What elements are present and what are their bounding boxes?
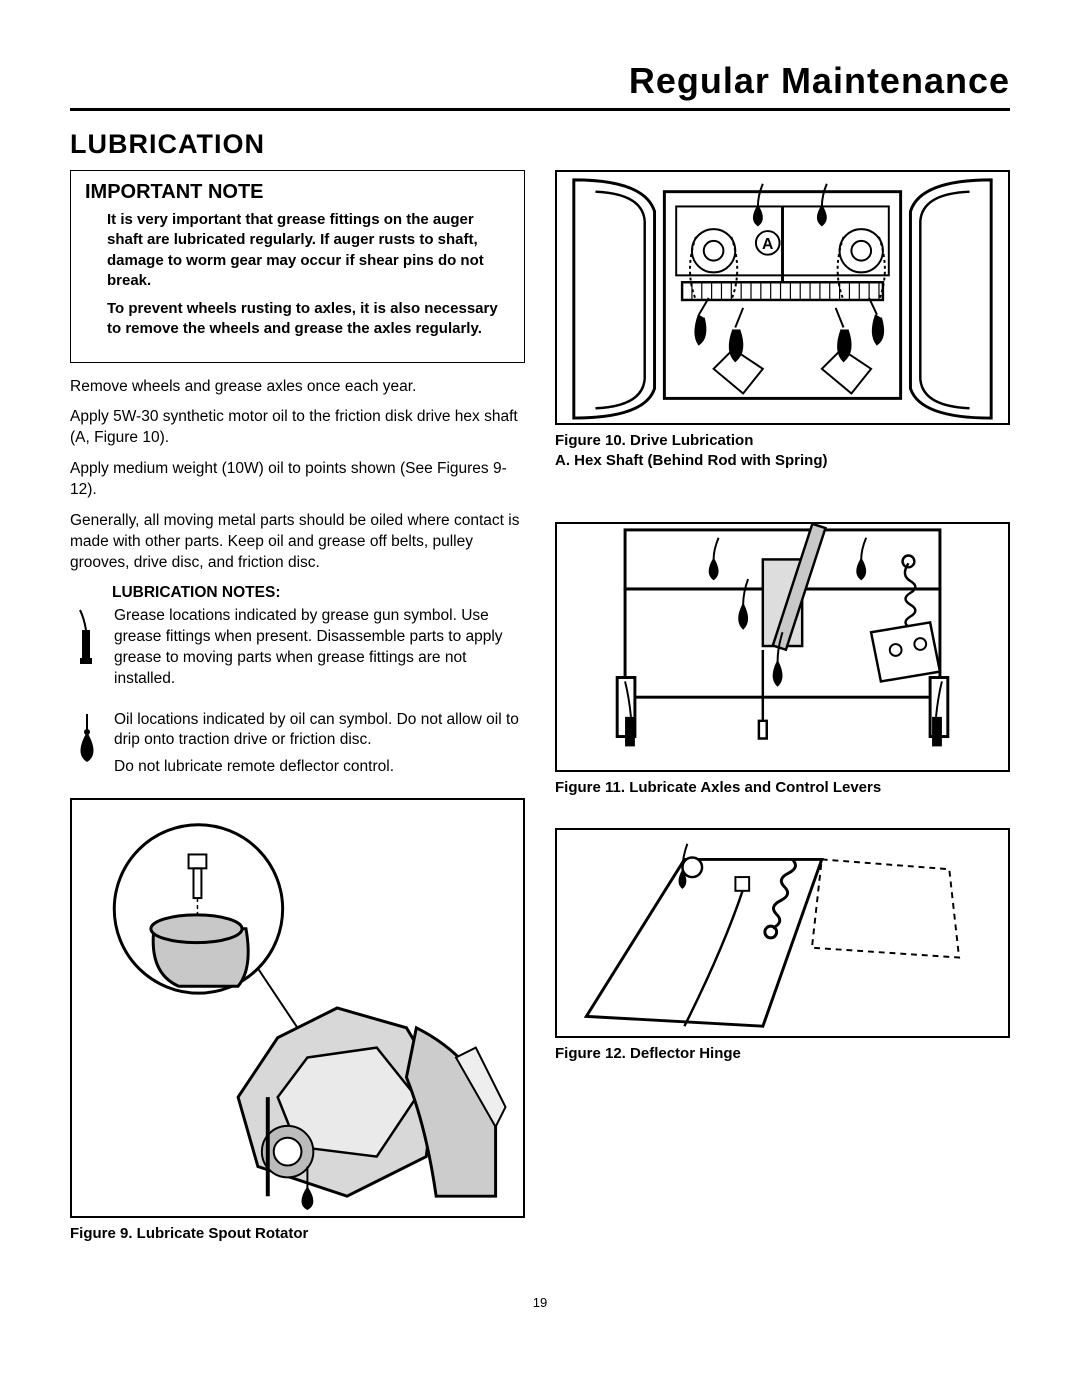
figure-10-caption: Figure 10. Drive Lubrication A. Hex Shaf… (555, 431, 1010, 472)
figure-12-illustration (557, 830, 1008, 1036)
figure-10-box: A (555, 170, 1010, 425)
figure-11-illustration (557, 524, 1008, 770)
figure-12-box (555, 828, 1010, 1038)
oil-note-2: Do not lubricate remote deflector contro… (114, 757, 525, 778)
note-title: IMPORTANT NOTE (85, 181, 510, 204)
body-p2: Apply 5W-30 synthetic motor oil to the f… (70, 407, 525, 449)
body-p4: Generally, all moving metal parts should… (70, 511, 525, 574)
grease-gun-icon (70, 606, 104, 668)
grease-note: Grease locations indicated by grease gun… (114, 606, 525, 690)
note-p2: To prevent wheels rusting to axles, it i… (107, 299, 510, 340)
right-column: A (555, 170, 1010, 1275)
figure-11-caption: Figure 11. Lubricate Axles and Control L… (555, 778, 1010, 798)
figure-10-title: Figure 10. Drive Lubrication (555, 432, 753, 449)
figure-9-illustration (72, 800, 523, 1216)
figure-9-box (70, 798, 525, 1218)
content-columns: IMPORTANT NOTE It is very important that… (70, 170, 1010, 1275)
page-header: Regular Maintenance (70, 60, 1010, 111)
section-title: LUBRICATION (70, 129, 1010, 160)
lub-notes-title: LUBRICATION NOTES: (112, 584, 525, 602)
callout-a-text: A (762, 236, 773, 253)
note-p1: It is very important that grease fitting… (107, 210, 510, 291)
figure-10-illustration: A (557, 172, 1008, 423)
body-p3: Apply medium weight (10W) oil to points … (70, 459, 525, 501)
oil-note-row: Oil locations indicated by oil can symbo… (70, 710, 525, 785)
oil-note-1: Oil locations indicated by oil can symbo… (114, 710, 525, 752)
body-text: Remove wheels and grease axles once each… (70, 377, 525, 574)
grease-note-row: Grease locations indicated by grease gun… (70, 606, 525, 696)
body-p1: Remove wheels and grease axles once each… (70, 377, 525, 398)
figure-10-sub: A. Hex Shaft (Behind Rod with Spring) (555, 451, 1010, 471)
figure-11-box (555, 522, 1010, 772)
figure-12-caption: Figure 12. Deflector Hinge (555, 1044, 1010, 1064)
figure-9-caption: Figure 9. Lubricate Spout Rotator (70, 1224, 525, 1244)
left-column: IMPORTANT NOTE It is very important that… (70, 170, 525, 1275)
oil-can-icon (70, 710, 104, 766)
important-note-box: IMPORTANT NOTE It is very important that… (70, 170, 525, 363)
page-number: 19 (70, 1295, 1010, 1310)
